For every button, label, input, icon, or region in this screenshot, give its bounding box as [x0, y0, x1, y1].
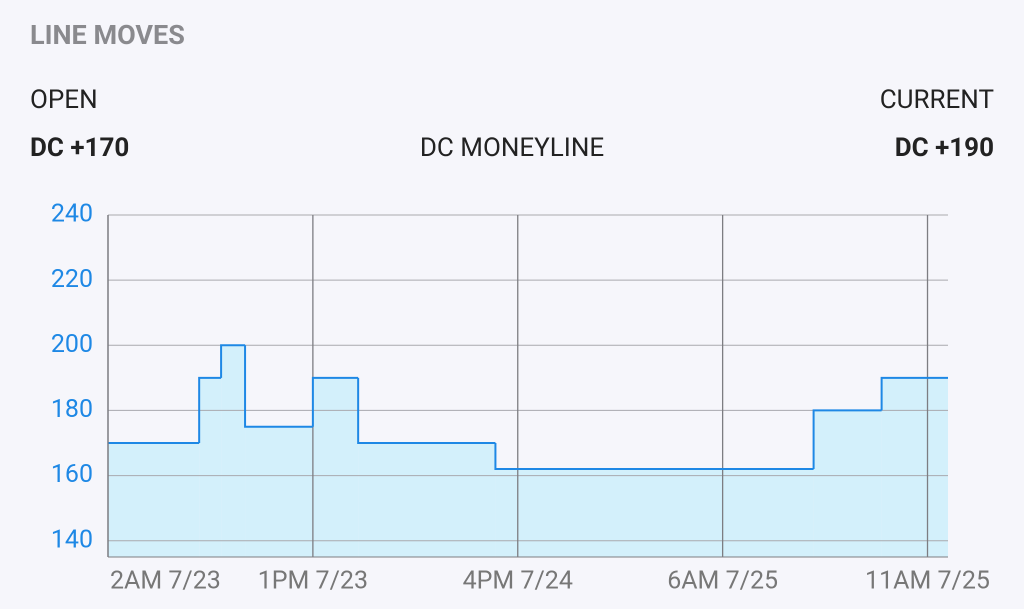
current-label: CURRENT: [880, 85, 994, 115]
chart-title: DC MONEYLINE: [420, 133, 604, 163]
open-label: OPEN: [30, 85, 98, 115]
x-tick-label: 4PM 7/24: [463, 567, 573, 596]
current-value: DC +190: [895, 133, 994, 163]
x-tick-label: 6AM 7/25: [667, 567, 778, 596]
y-tick-label: 180: [51, 395, 93, 424]
y-tick-label: 220: [51, 265, 93, 294]
step-area: [495, 469, 814, 557]
step-area: [108, 443, 200, 557]
step-area: [881, 377, 948, 557]
y-tick-label: 240: [51, 200, 93, 229]
y-tick-label: 200: [51, 330, 93, 359]
x-tick-label: 1PM 7/23: [258, 567, 368, 596]
step-line: [220, 344, 246, 378]
step-line: [880, 376, 948, 411]
open-value: DC +170: [30, 133, 129, 163]
y-tick-label: 160: [51, 460, 93, 489]
step-line: [311, 376, 359, 427]
step-area: [358, 443, 496, 557]
step-area: [813, 410, 882, 557]
step-area: [312, 377, 359, 557]
step-line: [357, 377, 496, 444]
y-tick-label: 140: [51, 525, 93, 554]
step-area: [245, 426, 313, 557]
section-title: LINE MOVES: [30, 19, 185, 51]
step-line: [244, 345, 313, 428]
step-area: [221, 345, 246, 557]
x-tick-label: 11AM 7/25: [865, 567, 990, 596]
step-area: [199, 377, 222, 557]
step-line: [812, 409, 882, 470]
step-line: [494, 443, 814, 471]
x-tick-label: 2AM 7/23: [110, 567, 221, 596]
step-line: [198, 376, 222, 443]
